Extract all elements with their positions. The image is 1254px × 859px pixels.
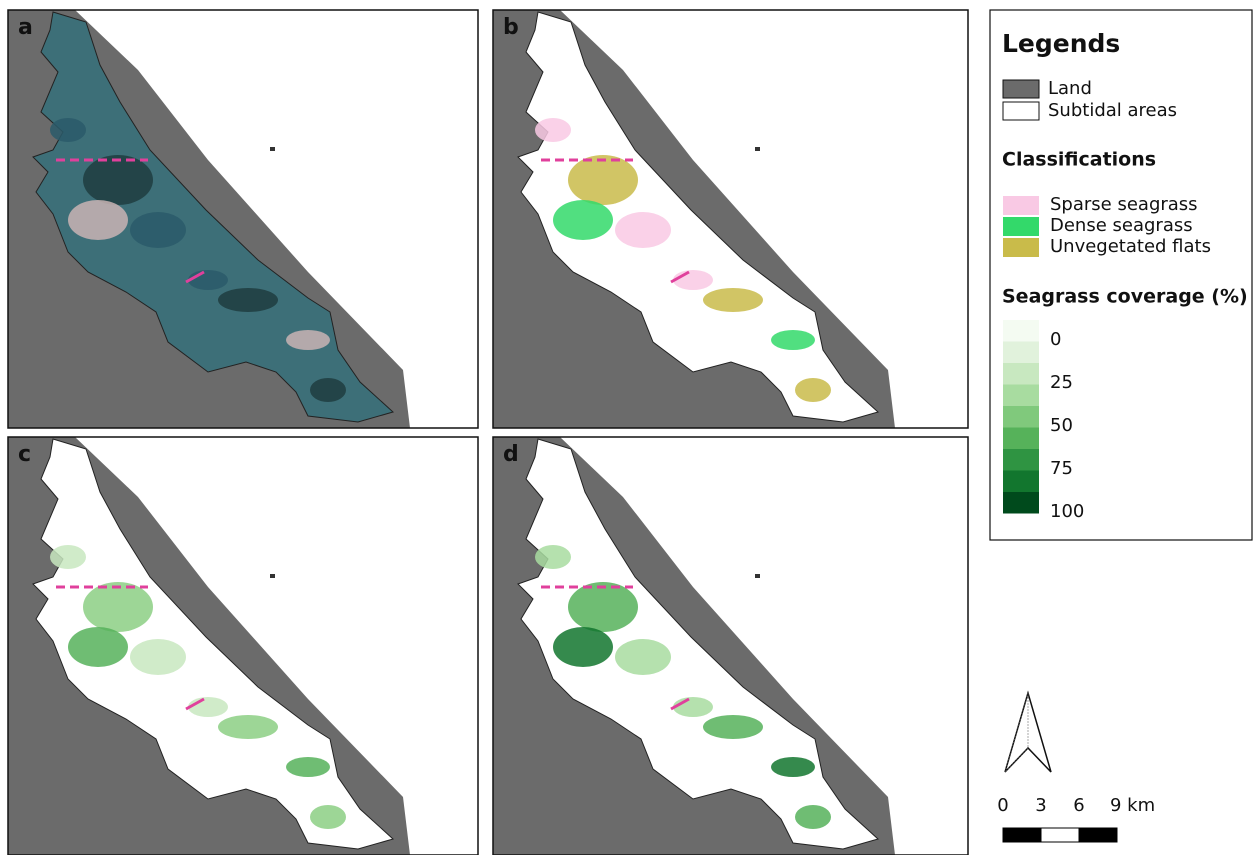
legend-swatch [1003,196,1039,215]
ramp-step [1003,428,1039,450]
legend-swatch [1003,80,1039,98]
habitat-patch [795,805,831,829]
island [270,574,275,578]
legend-label: Land [1048,78,1092,99]
legend-swatch [1003,102,1039,120]
legend-title: Legends [1002,29,1120,58]
habitat-patch [703,288,763,312]
habitat-patch [50,545,86,569]
habitat-patch [68,200,128,240]
ramp-step [1003,449,1039,471]
ramp-step [1003,385,1039,407]
ramp-label: 0 [1050,329,1061,350]
arrow-outline [1005,693,1051,772]
habitat-patch [535,118,571,142]
scale-bar: 0 3 6 9 km [997,795,1155,842]
map-panel: d [493,437,968,855]
panel-label: d [503,442,519,467]
panel-label: b [503,15,519,40]
panel-label: c [18,442,31,467]
panel-label: a [18,15,33,40]
ramp-label: 25 [1050,372,1073,393]
legend-label: Dense seagrass [1050,215,1193,236]
legend-heading: Classifications [1002,149,1156,171]
ramp-step [1003,471,1039,493]
north-arrow [1005,693,1051,772]
habitat-patch [673,270,713,290]
habitat-patch [130,639,186,675]
ramp-label: 100 [1050,501,1084,522]
ramp-step [1003,320,1039,342]
legend-swatch [1003,217,1039,236]
habitat-patch [771,757,815,777]
ramp-step [1003,406,1039,428]
habitat-patch [218,288,278,312]
ramp-label: 75 [1050,458,1073,479]
scale-segment [1079,828,1117,842]
habitat-patch [673,697,713,717]
legend-swatch [1003,238,1039,257]
habitat-patch [83,582,153,632]
island [755,574,760,578]
habitat-patch [310,378,346,402]
legend-label: Sparse seagrass [1050,194,1198,215]
figure: a b c d Legends LandSubtidal areas Classificat… [0,0,1254,855]
habitat-patch [188,270,228,290]
habitat-patch [218,715,278,739]
habitat-patch [286,330,330,350]
habitat-patch [188,697,228,717]
scale-label: 0 [997,795,1008,816]
ramp-label: 50 [1050,415,1073,436]
legend-label: Unvegetated flats [1050,236,1211,257]
map-panel: b [493,10,968,428]
habitat-patch [568,582,638,632]
map-panel: a [8,10,478,428]
map-panel: c [8,437,478,855]
habitat-patch [568,155,638,205]
habitat-patch [703,715,763,739]
habitat-patch [310,805,346,829]
habitat-patch [553,627,613,667]
habitat-patch [130,212,186,248]
habitat-patch [615,212,671,248]
habitat-patch [50,118,86,142]
habitat-patch [535,545,571,569]
ramp-step [1003,492,1039,514]
scale-segment [1041,828,1079,842]
habitat-patch [771,330,815,350]
habitat-patch [83,155,153,205]
scale-label: 9 km [1110,795,1155,816]
scale-segment [1003,828,1041,842]
island [755,147,760,151]
legend-heading: Seagrass coverage (%) [1002,286,1248,308]
habitat-patch [795,378,831,402]
ramp-step [1003,342,1039,364]
habitat-patch [615,639,671,675]
habitat-patch [286,757,330,777]
scale-label: 6 [1073,795,1084,816]
habitat-patch [68,627,128,667]
ramp-step [1003,363,1039,385]
island [270,147,275,151]
habitat-patch [553,200,613,240]
legend-label: Subtidal areas [1048,100,1177,121]
scale-label: 3 [1035,795,1046,816]
